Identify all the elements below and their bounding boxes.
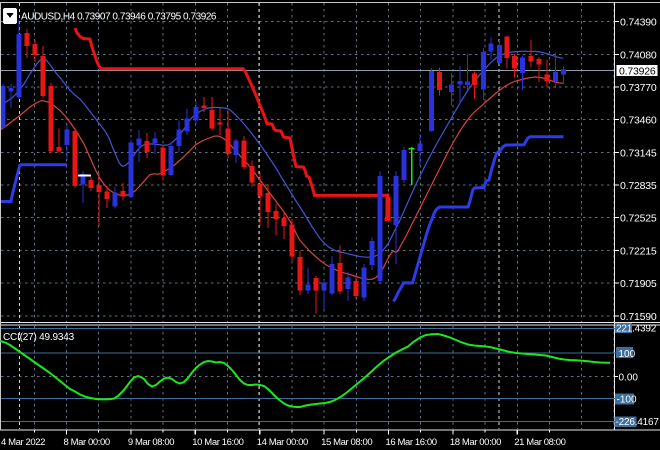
svg-text:AUDUSD,H4 0.73907 0.73946 0.7: AUDUSD,H4 0.73907 0.73946 0.73795 0.7392… <box>21 12 217 23</box>
svg-text:18 Mar 00:00: 18 Mar 00:00 <box>450 437 501 448</box>
svg-text:221.4392: 221.4392 <box>616 323 657 334</box>
svg-text:0.73770: 0.73770 <box>620 82 657 94</box>
svg-text:0.72215: 0.72215 <box>620 245 657 257</box>
svg-text:0.73460: 0.73460 <box>620 115 657 127</box>
svg-text:4 Mar 2022: 4 Mar 2022 <box>1 437 45 448</box>
svg-text:16 Mar 16:00: 16 Mar 16:00 <box>386 437 437 448</box>
svg-text:100: 100 <box>619 349 636 360</box>
svg-text:15 Mar 08:00: 15 Mar 08:00 <box>321 437 372 448</box>
svg-text:-226.4167: -226.4167 <box>616 417 660 428</box>
svg-text:0.71590: 0.71590 <box>620 311 657 323</box>
svg-text:-100: -100 <box>617 395 637 406</box>
svg-text:0.74080: 0.74080 <box>620 49 657 61</box>
svg-text:0.72525: 0.72525 <box>620 213 657 225</box>
svg-text:10 Mar 16:00: 10 Mar 16:00 <box>192 437 243 448</box>
svg-text:14 Mar 00:00: 14 Mar 00:00 <box>257 437 308 448</box>
svg-text:0.73926: 0.73926 <box>619 66 656 78</box>
svg-text:0.00: 0.00 <box>619 373 639 384</box>
svg-text:9 Mar 08:00: 9 Mar 08:00 <box>128 437 174 448</box>
svg-text:CCI(27) 49.9343: CCI(27) 49.9343 <box>3 332 75 343</box>
svg-text:21 Mar 08:00: 21 Mar 08:00 <box>514 437 565 448</box>
svg-text:0.71905: 0.71905 <box>620 278 657 290</box>
svg-text:0.72835: 0.72835 <box>620 180 657 192</box>
svg-text:0.74390: 0.74390 <box>620 17 657 29</box>
svg-text:8 Mar 00:00: 8 Mar 00:00 <box>64 437 110 448</box>
svg-text:0.73145: 0.73145 <box>620 148 657 160</box>
